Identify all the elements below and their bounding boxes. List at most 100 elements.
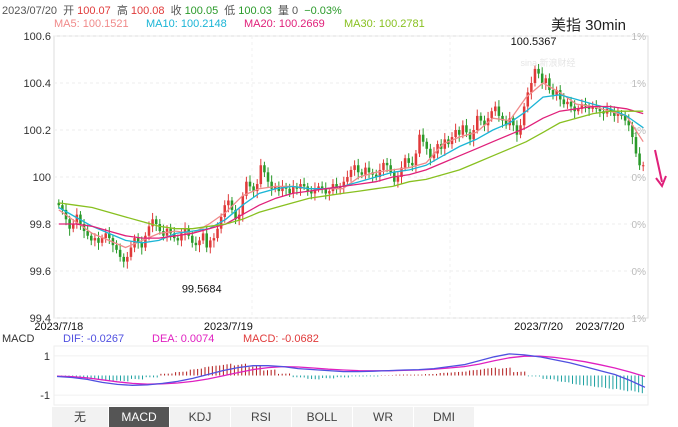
candle-body xyxy=(396,177,400,182)
candle-body xyxy=(418,134,421,154)
candle-body xyxy=(234,209,237,220)
candle-body xyxy=(129,247,133,257)
low-value: 100.03 xyxy=(238,5,272,17)
candle-body xyxy=(122,256,125,262)
tab-wr[interactable]: WR xyxy=(353,407,414,427)
chart-title: 美指 30min xyxy=(550,17,626,34)
candle-body xyxy=(566,101,569,105)
pct-tick-label: 1% xyxy=(632,32,647,43)
tab-macd[interactable]: MACD xyxy=(109,407,170,427)
candle-body xyxy=(270,181,273,189)
candle-body xyxy=(191,235,194,243)
candle-body xyxy=(479,115,483,121)
candle-body xyxy=(263,165,266,173)
high-label: 高 xyxy=(116,5,128,17)
macd-y-tick: -1 xyxy=(40,390,50,402)
candle-body xyxy=(374,174,378,177)
ma10-legend: MA10: 100.2148 xyxy=(146,18,227,30)
candle-body xyxy=(425,141,429,149)
candle-body xyxy=(382,162,385,170)
candle-body xyxy=(411,162,414,166)
candle-body xyxy=(631,125,634,138)
candle-body xyxy=(115,245,118,250)
tab-dmi[interactable]: DMI xyxy=(414,407,475,427)
kline-chart[interactable]: 100.6 1% 100.4 1% 100.2 0% 100 0% 99.8 0% 99.6 0% 99… xyxy=(0,0,678,407)
open-label: 开 xyxy=(63,5,75,17)
candle-body xyxy=(421,134,425,142)
candle-body xyxy=(472,130,475,140)
candle-body xyxy=(266,172,270,182)
candle-body xyxy=(93,238,97,241)
candle-body xyxy=(108,233,111,239)
candle-body xyxy=(504,120,508,126)
candle-body xyxy=(324,188,328,194)
candle-body xyxy=(75,214,79,224)
candle-body xyxy=(97,238,100,243)
candle-body xyxy=(147,226,151,236)
candle-body xyxy=(180,233,183,241)
ma-line-ma20 xyxy=(58,105,644,239)
change-value: −0.03% xyxy=(304,5,342,17)
candle-body xyxy=(353,165,356,170)
volume-value: 0 xyxy=(292,5,299,17)
candle-body xyxy=(515,125,519,135)
candle-body xyxy=(641,165,645,167)
pct-tick-label: 0% xyxy=(632,126,647,137)
macd-label: MACD xyxy=(2,333,35,345)
candle-body xyxy=(634,137,638,154)
candle-body xyxy=(248,181,252,187)
close-value: 100.05 xyxy=(184,5,219,17)
candle-body xyxy=(328,191,331,194)
pct-tick-label: 1% xyxy=(632,79,647,90)
candle-body xyxy=(356,165,360,173)
tab-boll[interactable]: BOLL xyxy=(292,407,353,427)
candle-body xyxy=(335,184,338,189)
candle-body xyxy=(627,120,631,126)
close-label: 收 xyxy=(170,5,182,17)
candle-body xyxy=(555,90,558,95)
candle-body xyxy=(385,162,389,166)
ma-line-ma10 xyxy=(58,94,644,244)
candle-body xyxy=(302,184,306,187)
candle-body xyxy=(616,113,620,116)
price-annotation: 100.5367 xyxy=(511,36,557,48)
candle-body xyxy=(57,202,61,206)
candle-body xyxy=(512,118,515,126)
tab-kdj[interactable]: KDJ xyxy=(170,407,231,427)
candle-body xyxy=(151,219,154,227)
y-tick-label: 99.8 xyxy=(30,219,51,231)
y-tick-label: 100 xyxy=(33,172,51,184)
candle-body xyxy=(183,228,187,234)
candle-body xyxy=(198,240,201,246)
macd-frame xyxy=(53,345,649,406)
candle-body xyxy=(548,78,551,91)
candle-body xyxy=(623,115,627,121)
ma30-legend: MA30: 100.2781 xyxy=(344,18,425,30)
candle-body xyxy=(551,90,555,95)
candle-body xyxy=(194,242,198,246)
candle-body xyxy=(544,78,548,83)
candle-body xyxy=(569,101,573,107)
candle-body xyxy=(414,153,418,166)
candle-body xyxy=(407,158,410,163)
candle-body xyxy=(317,186,320,189)
low-label: 低 xyxy=(224,5,236,17)
pct-tick-label: 0% xyxy=(632,173,647,184)
x-tick-label: 2023/7/20 xyxy=(514,321,563,333)
candle-body xyxy=(540,73,544,83)
candle-body xyxy=(533,68,537,83)
candle-body xyxy=(562,99,566,105)
down-arrow-head-icon xyxy=(655,175,667,189)
candle-body xyxy=(176,238,180,241)
candle-body xyxy=(144,235,147,248)
candle-body xyxy=(140,242,144,248)
date-label: 2023/07/20 xyxy=(2,5,58,17)
candle-body xyxy=(580,104,584,109)
tab-none[interactable]: 无 xyxy=(52,407,109,427)
candle-body xyxy=(61,205,64,210)
dea-legend: DEA: 0.0074 xyxy=(152,333,215,345)
candle-body xyxy=(468,132,472,140)
candle-body xyxy=(537,68,540,74)
tab-rsi[interactable]: RSI xyxy=(231,407,292,427)
ohlc-info-bar: 2023/07/20 开 100.07 高 100.08 收 100.05 低 100.… xyxy=(2,2,345,18)
